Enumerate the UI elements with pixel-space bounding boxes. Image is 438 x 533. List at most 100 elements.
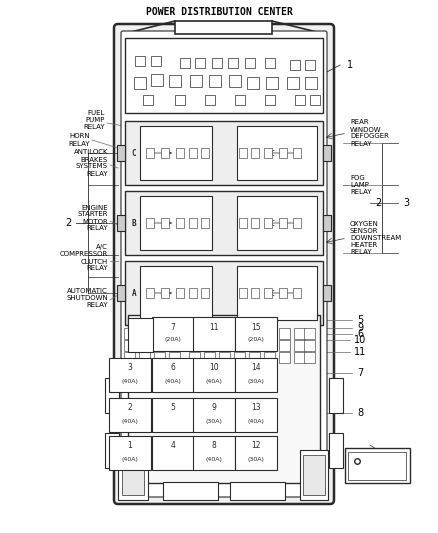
Text: A/C
COMPRESSOR
CLUTCH
RELAY: A/C COMPRESSOR CLUTCH RELAY (60, 245, 108, 271)
Bar (189, 328, 200, 339)
Text: 12: 12 (389, 453, 401, 463)
Bar (235, 436, 277, 470)
Bar (175, 95, 185, 105)
Bar (264, 352, 275, 363)
Bar (323, 145, 331, 161)
Bar (189, 352, 200, 363)
Bar (124, 328, 135, 339)
Bar (239, 148, 247, 158)
Bar (152, 358, 194, 392)
FancyBboxPatch shape (114, 24, 334, 504)
Bar (251, 218, 259, 228)
Text: 10: 10 (209, 364, 219, 373)
Bar (189, 148, 197, 158)
Bar (139, 328, 150, 339)
Bar (193, 317, 235, 351)
Text: HORN
RELAY: HORN RELAY (68, 133, 90, 147)
Bar (139, 352, 150, 363)
Bar (118, 450, 148, 500)
Bar (279, 328, 290, 339)
Bar (305, 77, 317, 89)
Text: A: A (132, 288, 136, 297)
Bar (323, 215, 331, 231)
Bar (125, 191, 323, 255)
Text: 4: 4 (170, 441, 176, 450)
Bar (105, 433, 119, 468)
Bar (140, 266, 212, 320)
Bar (195, 58, 205, 68)
Bar (287, 77, 299, 89)
Bar (279, 352, 290, 363)
Text: B: B (132, 219, 136, 228)
Bar (117, 215, 125, 231)
Bar (190, 75, 202, 87)
Text: 8: 8 (212, 441, 216, 450)
Bar (128, 318, 153, 352)
Bar (304, 340, 315, 351)
Bar (146, 148, 154, 158)
Bar (303, 455, 325, 495)
Bar (279, 288, 287, 298)
Bar (265, 58, 275, 68)
Bar (140, 196, 212, 250)
Text: FOG
LAMP
RELAY: FOG LAMP RELAY (350, 175, 371, 195)
Bar (124, 340, 135, 351)
Bar (348, 452, 406, 480)
Text: FUEL
PUMP
RELAY: FUEL PUMP RELAY (83, 110, 105, 130)
Bar (249, 352, 260, 363)
Text: 2: 2 (65, 218, 71, 228)
Bar (264, 340, 275, 351)
Text: C: C (132, 149, 136, 157)
Bar (279, 218, 287, 228)
Bar (117, 285, 125, 301)
Bar (117, 145, 125, 161)
Bar (134, 77, 146, 89)
Bar (304, 328, 315, 339)
Bar (235, 95, 245, 105)
Bar (323, 285, 331, 301)
Text: 2: 2 (375, 198, 381, 208)
Bar (109, 436, 151, 470)
Bar (293, 218, 301, 228)
Text: 1: 1 (127, 441, 132, 450)
Text: 7: 7 (357, 368, 363, 378)
Bar (139, 340, 150, 351)
Bar (229, 75, 241, 87)
Bar (143, 95, 153, 105)
Bar (264, 288, 272, 298)
Bar (234, 328, 245, 339)
Bar (146, 288, 154, 298)
Bar (264, 328, 275, 339)
Bar (176, 148, 184, 158)
Text: 15: 15 (251, 322, 261, 332)
Text: 3: 3 (127, 364, 132, 373)
Bar (345, 448, 410, 483)
Bar (125, 121, 323, 185)
Bar (154, 328, 165, 339)
Text: OXYGEN
SENSOR
DOWNSTREAM
HEATER
RELAY: OXYGEN SENSOR DOWNSTREAM HEATER RELAY (350, 221, 401, 255)
Bar (122, 455, 144, 495)
Bar (239, 218, 247, 228)
Bar (109, 358, 151, 392)
Bar (237, 266, 317, 320)
Bar (219, 352, 230, 363)
Text: 9: 9 (212, 403, 216, 413)
Text: 13: 13 (251, 403, 261, 413)
Bar (293, 148, 301, 158)
Bar (204, 328, 215, 339)
Bar (146, 218, 154, 228)
Bar (152, 436, 194, 470)
Bar (235, 317, 277, 351)
Bar (294, 352, 305, 363)
Text: 10: 10 (354, 335, 366, 345)
Text: 11: 11 (209, 322, 219, 332)
Bar (169, 352, 180, 363)
Text: ENGINE
STARTER
MOTOR
RELAY: ENGINE STARTER MOTOR RELAY (78, 205, 108, 231)
Bar (294, 328, 305, 339)
Bar (140, 126, 212, 180)
Bar (109, 398, 151, 432)
Text: (40A): (40A) (122, 456, 138, 462)
Text: (30A): (30A) (205, 418, 223, 424)
Text: (20A): (20A) (165, 337, 181, 343)
Bar (169, 328, 180, 339)
